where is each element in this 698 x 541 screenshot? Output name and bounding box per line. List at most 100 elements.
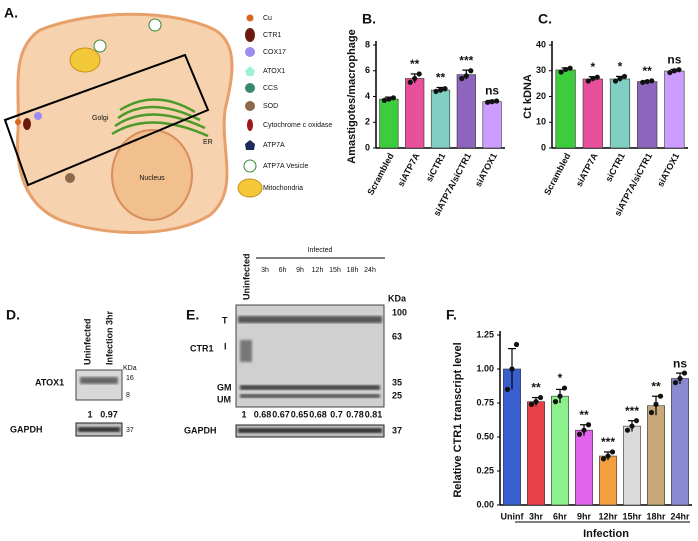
bar — [637, 81, 658, 149]
time-label: 6h — [279, 267, 287, 274]
x-tick-label: 15hr — [622, 511, 642, 521]
significance: *** — [625, 404, 639, 418]
data-point — [633, 418, 640, 424]
panel-label: F. — [446, 307, 457, 323]
data-point — [533, 399, 539, 405]
er-label: ER — [203, 139, 213, 146]
golgi-er — [111, 98, 209, 138]
y-axis-label: Amastigotes/macrophage — [346, 29, 358, 163]
significance: * — [618, 60, 623, 74]
data-point — [585, 422, 592, 428]
significance: * — [590, 60, 595, 74]
data-point — [504, 386, 511, 392]
data-point — [594, 74, 600, 80]
data-point — [644, 78, 650, 85]
band — [238, 316, 382, 323]
loading: GAPDH — [184, 425, 217, 435]
y-tick-label: 20 — [536, 91, 546, 101]
x-tick-label: siATOX1 — [655, 151, 681, 188]
panel-label: B. — [362, 11, 376, 27]
zoom-box — [3, 53, 210, 187]
y-tick-label: 0 — [365, 142, 370, 152]
data-point — [381, 97, 387, 103]
data-point — [468, 68, 474, 74]
data-point — [489, 99, 495, 105]
kda: KDa — [123, 365, 137, 372]
data-point — [386, 96, 392, 102]
ratio: 0.67 — [272, 409, 290, 419]
band — [240, 340, 252, 362]
legend-label: ATP7A — [263, 142, 285, 149]
data-point — [437, 87, 444, 93]
data-point — [649, 78, 655, 84]
data-point — [509, 366, 515, 372]
x-tick-label: siATP7A — [574, 151, 600, 188]
data-point — [485, 99, 491, 105]
cu — [15, 119, 21, 125]
band-label: I — [224, 341, 227, 351]
legend-label: ATOX1 — [263, 68, 285, 75]
ratio: 0.81 — [365, 409, 383, 419]
data-point — [552, 399, 559, 405]
ratio: 0.7 — [330, 409, 343, 419]
y-tick-label: 0.00 — [476, 499, 494, 509]
legend-label: Cu — [263, 15, 272, 22]
bar — [664, 70, 685, 149]
data-point — [463, 73, 469, 79]
y-tick-label: 0 — [541, 142, 546, 152]
lane-label: Uninfected — [241, 253, 251, 300]
kda-value: 37 — [392, 425, 402, 435]
significance: *** — [601, 435, 615, 449]
data-point — [558, 69, 564, 75]
panel-label: C. — [538, 11, 552, 27]
data-point — [624, 427, 631, 433]
ratio: 0.65 — [291, 409, 309, 419]
legend-label: COX17 — [263, 49, 286, 56]
legend-label: Cytochrome c oxidase — [263, 122, 332, 129]
band-label: UM — [217, 394, 231, 404]
bar — [456, 74, 476, 149]
time-label: 9h — [296, 267, 304, 274]
band — [240, 394, 380, 398]
bar — [482, 101, 502, 149]
x-tick-label: 12hr — [598, 511, 618, 521]
y-axis-label: Ct kDNA — [522, 74, 534, 119]
protein: ATOX1 — [35, 377, 64, 387]
legend-label: ATP7A Vesicle — [263, 163, 309, 170]
marker: 100 — [392, 307, 407, 317]
data-point — [617, 75, 623, 82]
panel-label: E. — [186, 307, 199, 323]
group-label: Infected — [308, 247, 333, 254]
bar — [527, 401, 545, 506]
data-point — [561, 385, 568, 391]
y-tick-label: 8 — [365, 39, 370, 49]
y-axis-label: Relative CTR1 transcript level — [452, 342, 464, 497]
x-axis-label: Infection — [583, 528, 629, 540]
data-point — [629, 423, 635, 429]
data-point — [390, 95, 396, 101]
x-tick-label: 18hr — [646, 511, 666, 521]
band-label: T — [222, 315, 228, 325]
data-point — [640, 79, 646, 85]
significance: ** — [531, 381, 541, 395]
y-tick-label: 4 — [365, 91, 370, 101]
data-point — [537, 394, 544, 401]
ratio: 1 — [87, 409, 92, 419]
bar — [551, 395, 569, 506]
ratio: 1 — [241, 409, 246, 419]
kda: KDa — [388, 293, 407, 303]
band — [80, 377, 118, 384]
panel-a: A. Golgi ER Nucleus — [3, 5, 263, 234]
data-point — [557, 393, 563, 399]
x-tick-label: siCTR1 — [424, 151, 447, 183]
bar — [405, 78, 425, 149]
lane-label: Infection 3hr — [104, 310, 114, 365]
time-label: 15h — [329, 267, 341, 274]
y-tick-label: 1.25 — [476, 329, 494, 339]
cox17 — [34, 112, 42, 120]
data-point — [513, 341, 520, 348]
legend-label: SOD — [263, 103, 278, 110]
panel-d: D. — [6, 307, 123, 437]
